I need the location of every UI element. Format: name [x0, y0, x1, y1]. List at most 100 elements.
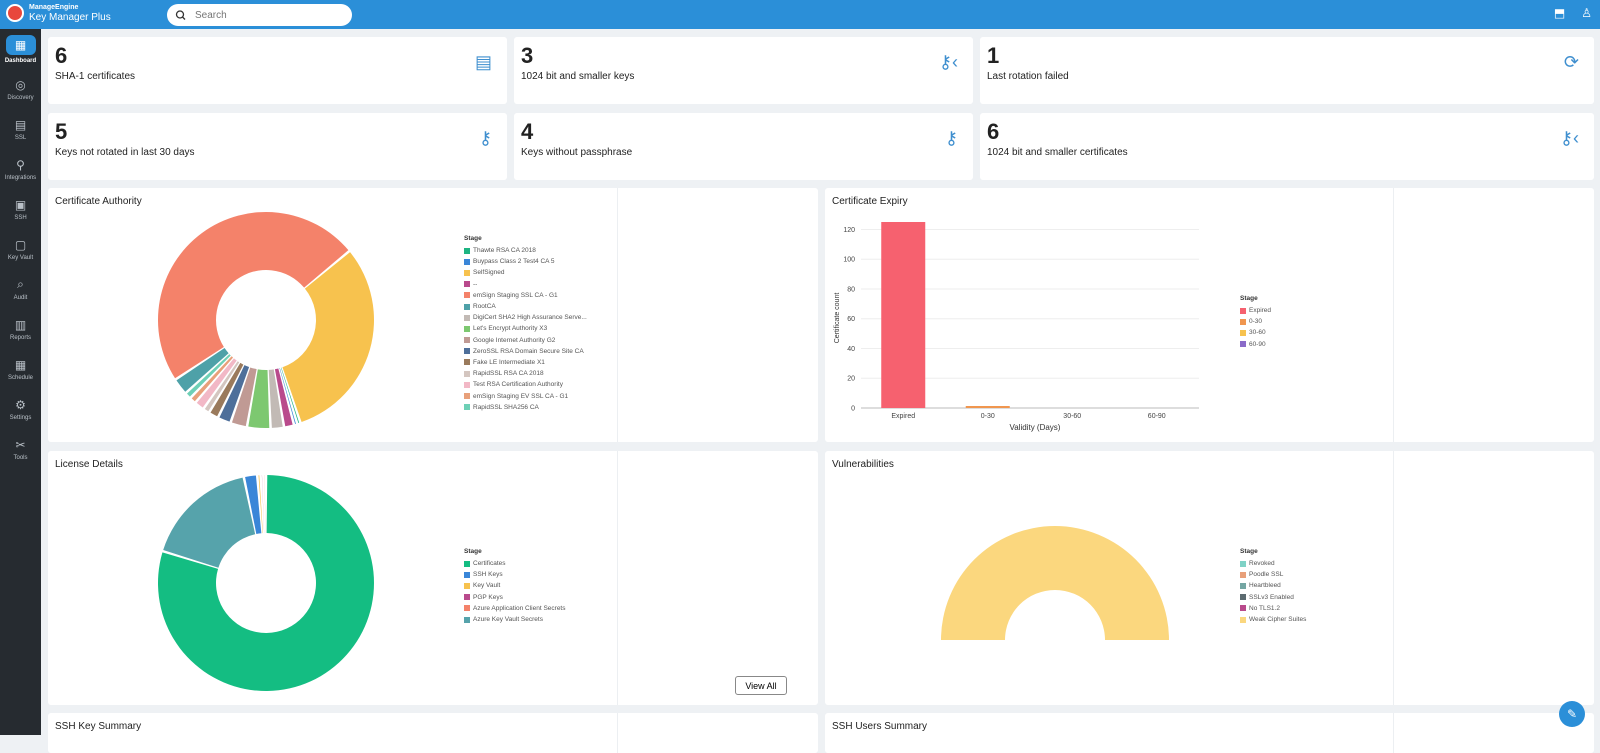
pie-slice[interactable]: [157, 211, 349, 379]
pie-slice[interactable]: [163, 477, 256, 568]
legend-item[interactable]: Azure Key Vault Secrets: [464, 614, 566, 625]
search-input[interactable]: [195, 9, 345, 21]
stat-card[interactable]: 6 1024 bit and smaller certificates ⚷‹: [980, 113, 1594, 180]
x-tick-label: Expired: [891, 413, 915, 420]
legend-item[interactable]: PGP Keys: [464, 592, 566, 603]
stat-value: 6: [55, 43, 68, 68]
pie-slice[interactable]: [210, 362, 244, 417]
legend-item[interactable]: Poodle SSL: [1240, 569, 1306, 580]
pie-slice[interactable]: [231, 367, 257, 427]
pie-slice[interactable]: [282, 252, 375, 422]
stat-value: 3: [521, 43, 534, 68]
legend-item[interactable]: SSLv3 Enabled: [1240, 592, 1306, 603]
user-icon[interactable]: ♙: [1581, 6, 1592, 20]
legend-item[interactable]: Let's Encrypt Authority X3: [464, 323, 587, 334]
legend-item[interactable]: Thawte RSA CA 2018: [464, 245, 587, 256]
legend-swatch: [464, 582, 470, 589]
view-all-button[interactable]: View All: [735, 676, 787, 695]
legend-item[interactable]: Test RSA Certification Authority: [464, 379, 587, 390]
legend-item[interactable]: RootCA: [464, 301, 587, 312]
stat-card[interactable]: 3 1024 bit and smaller keys ⚷‹: [514, 37, 973, 104]
legend-item[interactable]: Azure Application Client Secrets: [464, 603, 566, 614]
legend-item[interactable]: Certificates: [464, 558, 566, 569]
brand-name: ManageEngine: [29, 4, 79, 11]
pie-slice[interactable]: [176, 347, 229, 392]
legend-item[interactable]: SelfSigned: [464, 267, 587, 278]
app-logo[interactable]: ManageEngine Key Manager Plus: [6, 3, 111, 23]
stat-value: 1: [987, 43, 1000, 68]
pie-slice[interactable]: [245, 475, 262, 534]
sidebar-item-ssh[interactable]: ▣ SSH: [0, 189, 41, 229]
legend-label: RapidSSL RSA CA 2018: [473, 370, 544, 378]
legend-item[interactable]: Revoked: [1240, 558, 1306, 569]
sidebar-item-reports[interactable]: ▥ Reports: [0, 309, 41, 349]
stat-card[interactable]: 4 Keys without passphrase ⚷: [514, 113, 973, 180]
legend-item[interactable]: Heartbleed: [1240, 580, 1306, 591]
legend-item[interactable]: Buypass Class 2 Test4 CA 5: [464, 256, 587, 267]
legend-item[interactable]: Fake LE Intermediate X1: [464, 357, 587, 368]
pie-slice[interactable]: [186, 354, 231, 397]
search-box[interactable]: [167, 4, 352, 26]
bar[interactable]: [881, 222, 926, 408]
sidebar-item-settings[interactable]: ⚙ Settings: [0, 389, 41, 429]
pie-slice[interactable]: [279, 368, 296, 424]
legend-item[interactable]: Key Vault: [464, 580, 566, 591]
pie-slice[interactable]: [268, 369, 283, 428]
pie-slice[interactable]: [196, 358, 237, 408]
bar[interactable]: [965, 406, 1010, 408]
legend-item[interactable]: RapidSSL RSA CA 2018: [464, 368, 587, 379]
sidebar-item-dashboard[interactable]: ▦ Dashboard: [0, 29, 41, 69]
search-icon: [175, 10, 186, 20]
legend-item[interactable]: emSign Staging EV SSL CA - G1: [464, 390, 587, 401]
legend-item[interactable]: emSign Staging SSL CA - G1: [464, 290, 587, 301]
sidebar-item-audit[interactable]: ⌕ Audit: [0, 269, 41, 309]
legend-label: No TLS1.2: [1249, 604, 1280, 612]
legend-item[interactable]: Google Internet Authority G2: [464, 335, 587, 346]
legend-item[interactable]: RapidSSL SHA256 CA: [464, 402, 587, 413]
legend-item[interactable]: No TLS1.2: [1240, 603, 1306, 614]
pie-slice[interactable]: [204, 361, 240, 412]
sidebar-item-integrations[interactable]: ⚲ Integrations: [0, 149, 41, 189]
pie-slice[interactable]: [258, 475, 263, 534]
legend-item[interactable]: ZeroSSL RSA Domain Secure Site CA: [464, 346, 587, 357]
gauge-segment[interactable]: [941, 526, 1169, 640]
legend-swatch: [464, 594, 470, 601]
terminal-icon: ▣: [14, 197, 27, 212]
legend-item[interactable]: 30-60: [1240, 327, 1271, 338]
sidebar-item-ssl[interactable]: ▤ SSL: [0, 109, 41, 149]
legend-item[interactable]: Expired: [1240, 305, 1271, 316]
legend-item[interactable]: 0-30: [1240, 316, 1271, 327]
sidebar-item-discovery[interactable]: ◎ Discovery: [0, 69, 41, 109]
pie-slice[interactable]: [280, 367, 300, 424]
legend-item[interactable]: Weak Cipher Suites: [1240, 614, 1306, 625]
legend-item[interactable]: SSH Keys: [464, 569, 566, 580]
legend-label: 60-90: [1249, 340, 1266, 348]
legend-label: Weak Cipher Suites: [1249, 616, 1307, 624]
pie-slice[interactable]: [191, 356, 234, 402]
pie-slice[interactable]: [219, 365, 250, 422]
legend-item[interactable]: --: [464, 279, 587, 290]
sidebar-item-label: Discovery: [7, 94, 34, 101]
legend-label: RootCA: [473, 303, 496, 311]
legend-item[interactable]: 60-90: [1240, 339, 1271, 350]
pie-slice[interactable]: [261, 475, 265, 534]
y-tick-label: 60: [847, 316, 855, 323]
stat-card[interactable]: 1 Last rotation failed ⟳: [980, 37, 1594, 104]
edit-fab-button[interactable]: ✎: [1559, 701, 1585, 727]
legend-label: PGP Keys: [473, 593, 503, 601]
legend-item[interactable]: DigiCert SHA2 High Assurance Serve...: [464, 312, 587, 323]
notification-icon[interactable]: ⬒: [1553, 6, 1566, 20]
panel-title: SSH Users Summary: [832, 721, 928, 732]
stat-card[interactable]: 6 SHA-1 certificates ▤: [48, 37, 507, 104]
pie-slice[interactable]: [274, 368, 293, 427]
legend-label: Expired: [1249, 307, 1272, 315]
legend-swatch: [464, 258, 470, 265]
sidebar-item-schedule[interactable]: ▦ Schedule: [0, 349, 41, 389]
pie-slice[interactable]: [157, 475, 374, 691]
legend-swatch: [464, 269, 470, 276]
sidebar-item-key-vault[interactable]: ▢ Key Vault: [0, 229, 41, 269]
pie-slice[interactable]: [248, 369, 270, 428]
pie-slice[interactable]: [264, 475, 266, 534]
sidebar-item-tools[interactable]: ✂ Tools: [0, 429, 41, 469]
stat-card[interactable]: 5 Keys not rotated in last 30 days ⚷: [48, 113, 507, 180]
